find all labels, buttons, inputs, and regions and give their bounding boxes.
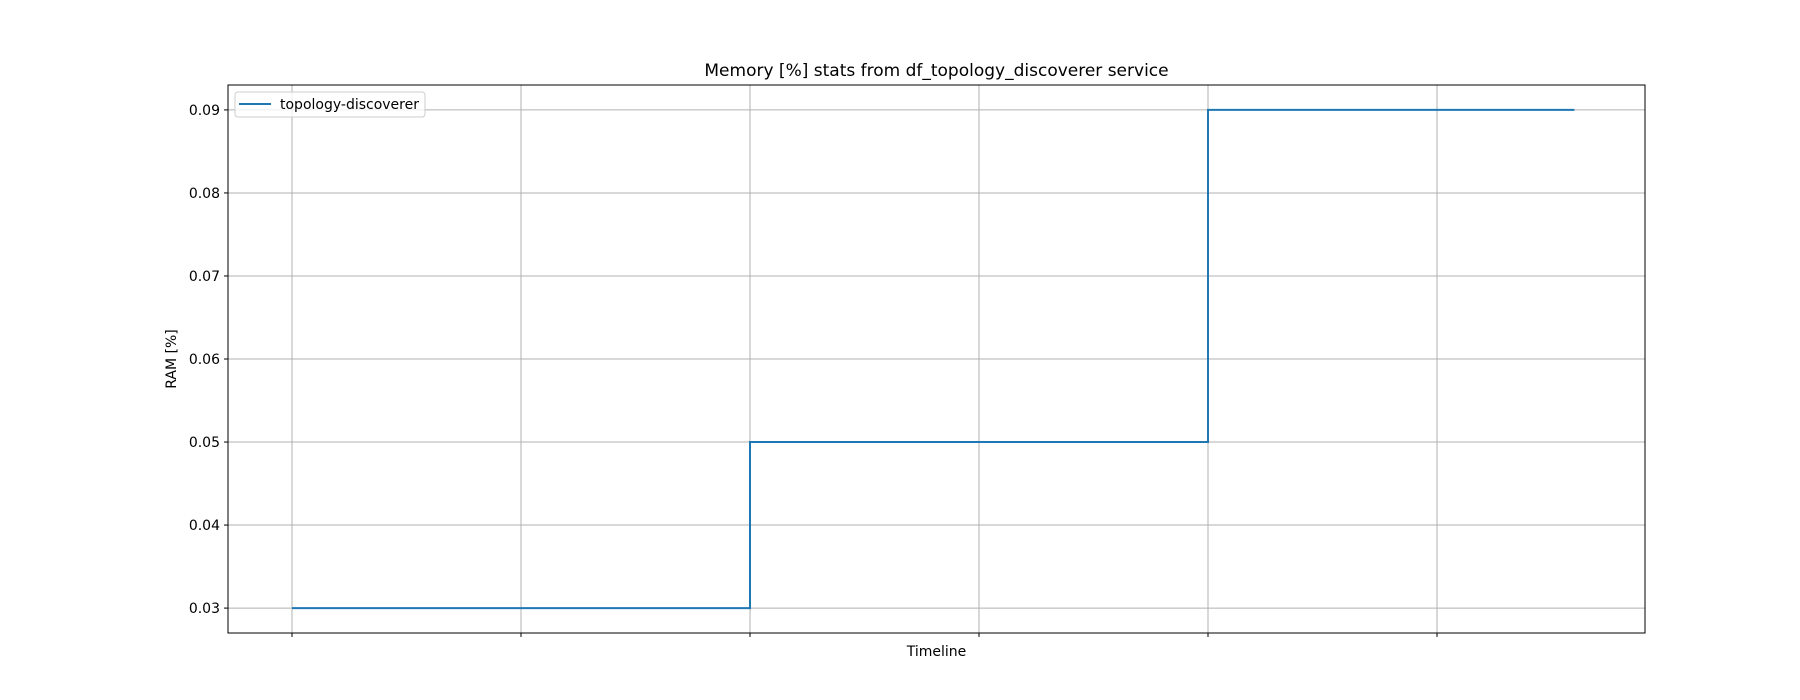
y-tick-label: 0.04 (189, 518, 220, 534)
chart-title: Memory [%] stats from df_topology_discov… (704, 61, 1168, 81)
y-tick-label: 0.08 (189, 186, 220, 202)
y-axis-ticks: 0.03 0.04 0.05 0.06 0.07 0.08 0.09 (189, 103, 228, 617)
y-tick-label: 0.05 (189, 435, 220, 451)
y-tick-label: 0.03 (189, 601, 220, 617)
legend-box (234, 91, 426, 118)
y-tick-label: 0.09 (189, 103, 220, 119)
legend: topology-discoverer (234, 91, 426, 118)
x-axis-label: Timeline (906, 644, 967, 660)
y-tick-label: 0.06 (189, 352, 220, 368)
y-axis-label: RAM [%] (164, 329, 180, 389)
legend-label: topology-discoverer (280, 97, 419, 113)
y-tick-label: 0.07 (189, 269, 220, 285)
series-lines (292, 108, 1575, 610)
series-line (292, 108, 1575, 610)
